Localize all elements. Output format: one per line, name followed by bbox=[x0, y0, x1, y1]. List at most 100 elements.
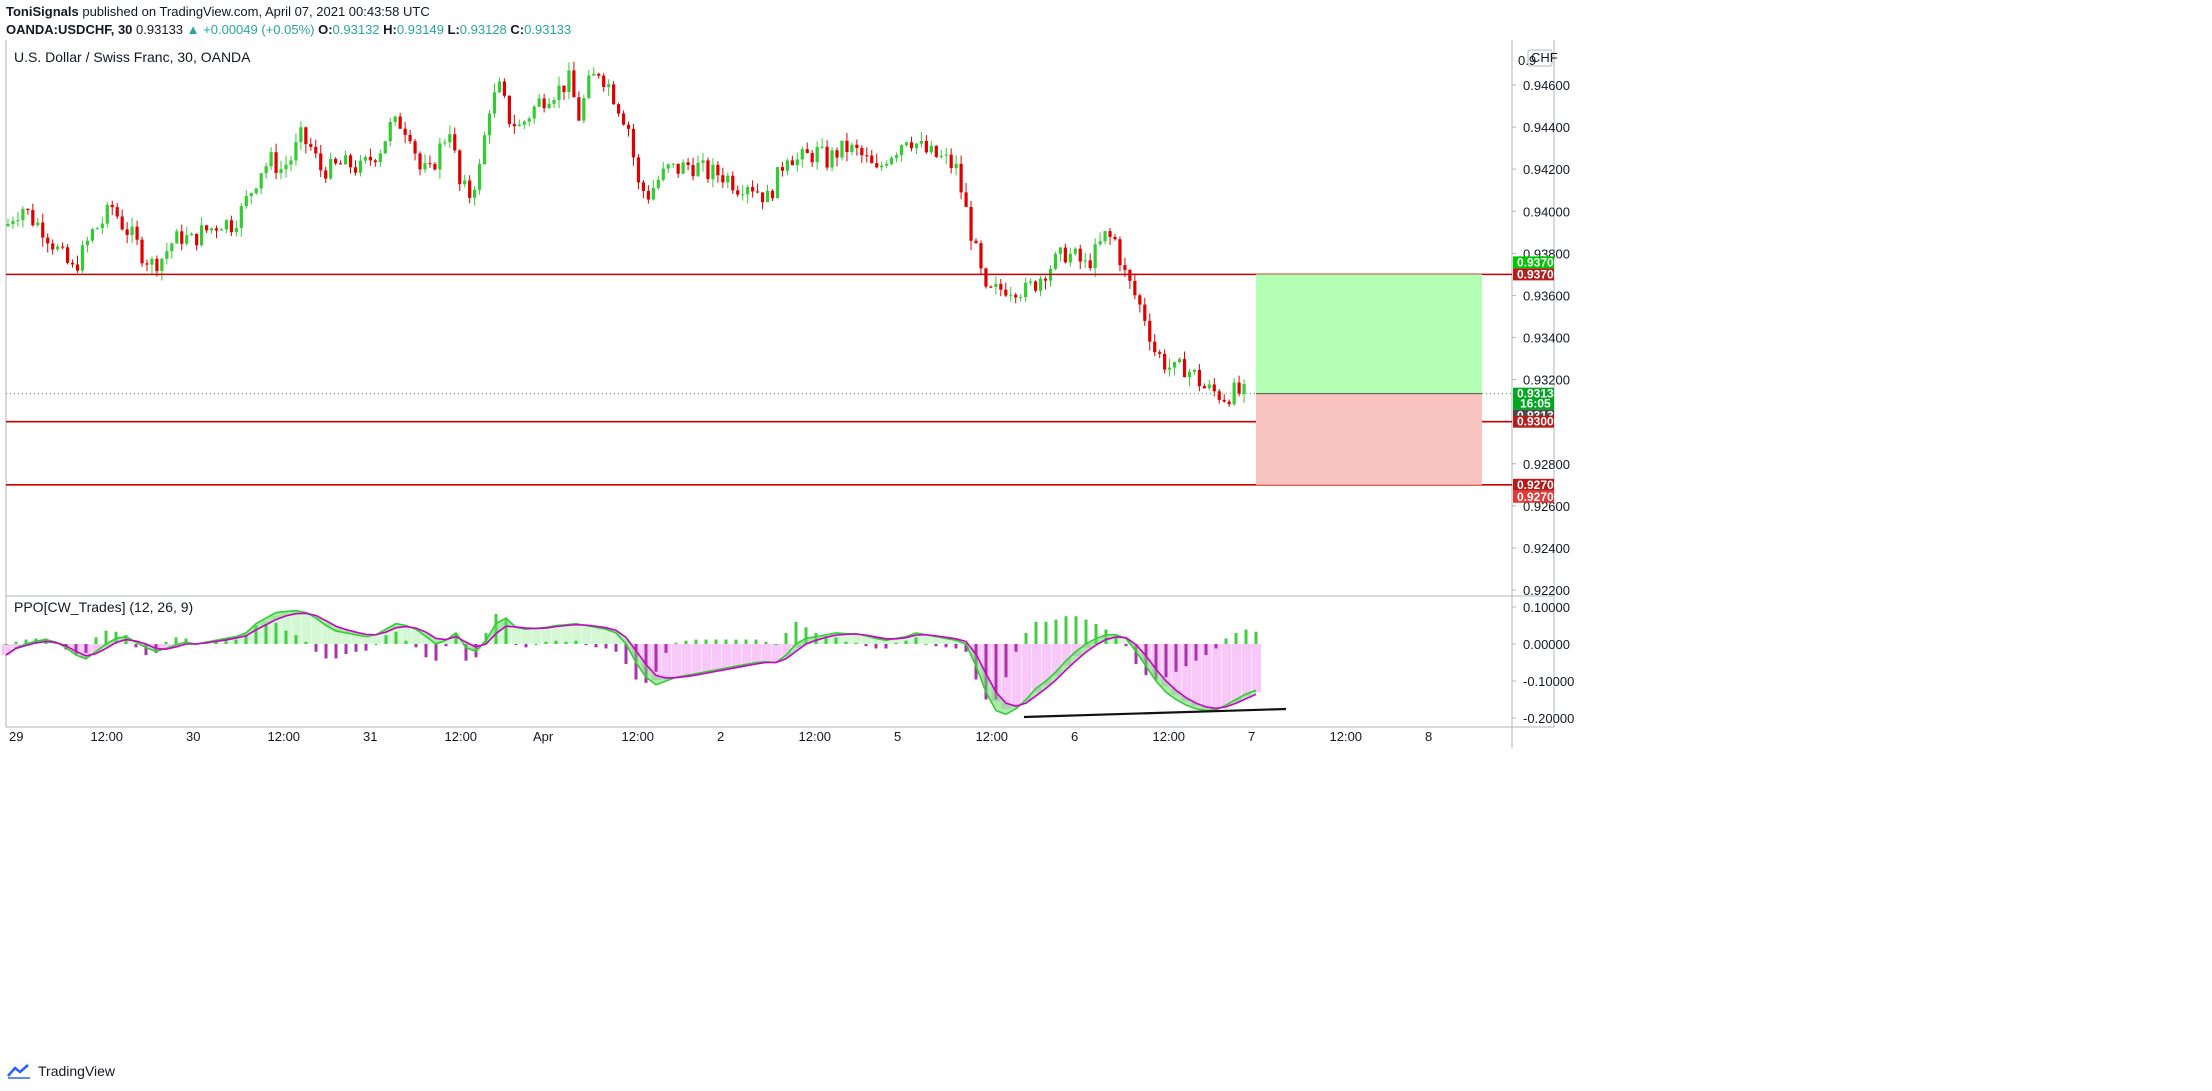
stop-price-badge bbox=[1513, 490, 1554, 503]
osc-fill-bar bbox=[871, 637, 881, 644]
osc-fill-bar bbox=[1021, 644, 1031, 702]
osc-histogram-bar bbox=[1214, 644, 1218, 649]
footer-brand[interactable]: TradingView bbox=[38, 1063, 116, 1079]
osc-histogram-bar bbox=[284, 630, 288, 644]
candle-body bbox=[115, 207, 119, 217]
candle-body bbox=[547, 103, 551, 109]
osc-histogram-bar bbox=[804, 627, 808, 644]
candle-body bbox=[428, 163, 432, 165]
candle-body bbox=[616, 104, 621, 114]
candle-body bbox=[686, 162, 690, 166]
osc-fill-bar bbox=[921, 634, 931, 644]
osc-histogram-bar bbox=[1224, 638, 1228, 644]
osc-fill-bar bbox=[611, 631, 621, 644]
osc-histogram-bar bbox=[214, 640, 218, 644]
candle-body bbox=[890, 157, 894, 164]
candle-body bbox=[165, 251, 169, 259]
candle-body bbox=[1033, 281, 1038, 291]
candle-body bbox=[934, 145, 938, 157]
candle-body bbox=[1138, 295, 1142, 305]
osc-fill-bar bbox=[661, 644, 671, 680]
osc-histogram-bar bbox=[754, 639, 758, 644]
candle-body bbox=[195, 233, 199, 246]
level-badge bbox=[1513, 478, 1554, 491]
osc-y-tick-label: -0.20000 bbox=[1523, 711, 1574, 726]
stop-zone bbox=[1256, 393, 1482, 485]
osc-fill-bar bbox=[351, 633, 361, 644]
candle-body bbox=[314, 146, 318, 154]
candle-body bbox=[691, 165, 695, 177]
osc-fill-bar bbox=[671, 644, 681, 678]
candle-body bbox=[810, 153, 814, 163]
candle-body bbox=[820, 146, 824, 148]
candle-body bbox=[1009, 294, 1013, 296]
candle-body bbox=[368, 156, 372, 161]
osc-fill-bar bbox=[851, 633, 861, 644]
chart-canvas[interactable]: U.S. Dollar / Swiss Franc, 30, OANDA CHF0… bbox=[0, 40, 2212, 1060]
candle-body bbox=[577, 97, 581, 121]
stop-price-badge-text: 0.92700 bbox=[1517, 490, 1561, 504]
candle-body bbox=[319, 153, 323, 171]
candle-body bbox=[602, 75, 606, 87]
level-badge bbox=[1513, 268, 1554, 281]
candle-body bbox=[865, 155, 869, 157]
osc-histogram-bar bbox=[1164, 644, 1168, 678]
candle-body bbox=[592, 73, 596, 76]
osc-histogram-bar bbox=[174, 637, 178, 644]
osc-histogram-bar bbox=[964, 644, 968, 652]
candle-body bbox=[482, 135, 487, 165]
osc-fill-bar bbox=[891, 638, 901, 644]
candle-body bbox=[795, 159, 799, 166]
osc-histogram-bar bbox=[554, 640, 558, 644]
osc-fill-bar bbox=[1061, 644, 1071, 666]
osc-fill-bar bbox=[521, 628, 531, 644]
price-change: +0.00049 (+0.05%) bbox=[203, 22, 315, 37]
osc-histogram-bar bbox=[294, 635, 298, 644]
candle-body bbox=[1024, 282, 1028, 298]
x-tick-label: 31 bbox=[363, 729, 377, 744]
candle-body bbox=[825, 146, 829, 168]
candle-body bbox=[860, 148, 864, 156]
candle-body bbox=[631, 128, 636, 158]
osc-histogram-bar bbox=[134, 644, 138, 648]
candle-body bbox=[269, 152, 273, 167]
candle-body bbox=[785, 160, 789, 171]
y-tick-label: 0.92800 bbox=[1523, 457, 1570, 472]
osc-histogram-bar bbox=[844, 641, 848, 644]
level-badge-text: 0.93700 bbox=[1517, 267, 1561, 281]
osc-histogram-bar bbox=[1034, 621, 1038, 644]
candle-body bbox=[175, 231, 179, 244]
open-label: O: bbox=[318, 22, 333, 37]
osc-histogram-bar bbox=[564, 641, 568, 644]
osc-fill-bar bbox=[881, 639, 891, 644]
osc-fill-bar bbox=[341, 631, 351, 644]
osc-fill-bar bbox=[711, 644, 721, 671]
osc-histogram-bar bbox=[314, 644, 318, 652]
candle-body bbox=[1088, 260, 1092, 269]
x-tick-label: 12:00 bbox=[91, 729, 124, 744]
candle-body bbox=[6, 224, 10, 226]
candle-body bbox=[999, 283, 1003, 290]
candle-body bbox=[61, 246, 65, 248]
close-label: C: bbox=[510, 22, 525, 37]
candle-body bbox=[512, 124, 516, 127]
candle-body bbox=[1227, 401, 1231, 405]
osc-histogram-bar bbox=[1044, 621, 1048, 644]
osc-fill-bar bbox=[421, 634, 431, 644]
osc-histogram-bar bbox=[794, 621, 798, 644]
osc-histogram-bar bbox=[224, 639, 228, 644]
candle-body bbox=[949, 154, 953, 169]
osc-fill-bar bbox=[1071, 644, 1081, 657]
candle-body bbox=[334, 158, 338, 164]
osc-histogram-bar bbox=[424, 644, 428, 658]
candle-body bbox=[135, 226, 139, 240]
osc-histogram-bar bbox=[234, 639, 238, 644]
osc-fill-bar bbox=[691, 644, 701, 675]
candle-body bbox=[373, 160, 377, 163]
author-name[interactable]: ToniSignals bbox=[6, 4, 79, 19]
candle-body bbox=[413, 141, 417, 154]
osc-histogram-bar bbox=[524, 644, 528, 648]
candle-body bbox=[572, 70, 576, 98]
osc-histogram-bar bbox=[734, 639, 738, 644]
candle-body bbox=[746, 187, 750, 195]
